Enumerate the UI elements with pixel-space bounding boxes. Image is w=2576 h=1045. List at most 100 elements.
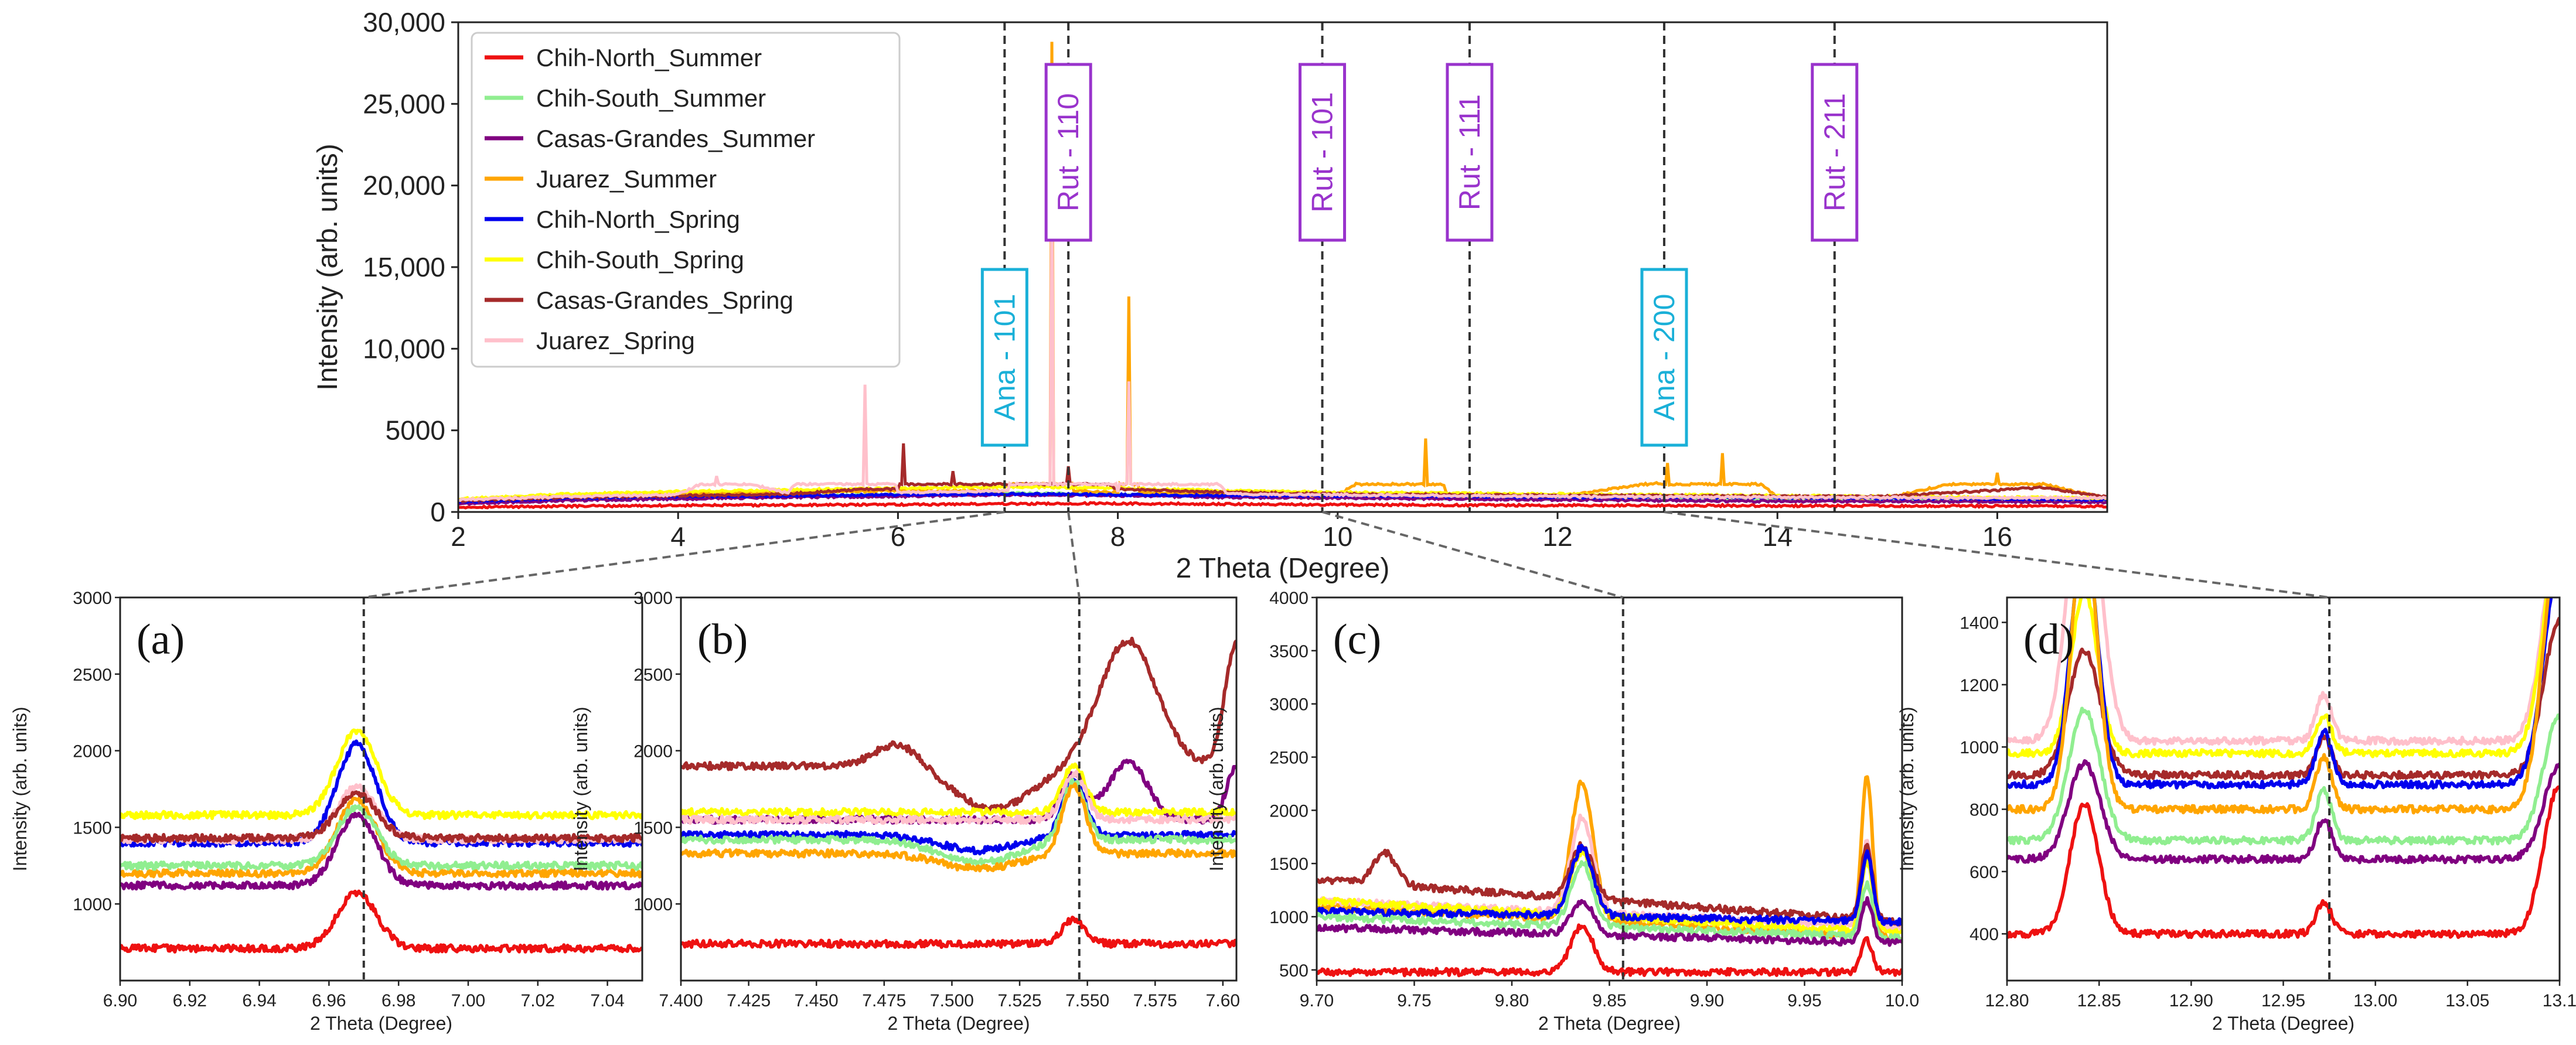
panel-d-series	[2007, 597, 2560, 940]
panel-b-series-Casas-Grandes_Spring	[681, 636, 1236, 814]
annotation-box	[1640, 268, 1688, 447]
panel-c-series	[1317, 775, 1902, 978]
annotation-box	[1299, 63, 1347, 242]
main-series-Juarez_Spring	[458, 152, 2108, 502]
legend-label: Chih-North_Summer	[536, 44, 762, 71]
panel-xtick-label: 6.92	[173, 991, 207, 1010]
panel-xtick-label: 6.90	[103, 991, 137, 1010]
panel-xtick-label: 7.525	[998, 991, 1042, 1010]
panel-b-ylabel: Intensity (arb. units)	[570, 707, 591, 872]
legend-label: Juarez_Summer	[536, 165, 717, 193]
panel-ytick-label: 3000	[633, 589, 673, 608]
panel-c-series-Casas-Grandes_Summer	[1317, 896, 1902, 947]
panel-ytick-label: 1500	[73, 818, 112, 838]
panel-a-series	[120, 728, 642, 954]
panel-xtick-label: 9.80	[1495, 991, 1529, 1010]
legend-label: Chih-North_Spring	[536, 206, 740, 233]
panel-ytick-label: 1500	[1269, 855, 1309, 874]
panel-ytick-label: 2500	[1269, 749, 1309, 768]
panel-b-series-Juarez_Spring	[681, 770, 1236, 825]
panel-xtick-label: 12.80	[1985, 991, 2029, 1010]
main-xtick-label: 2	[451, 521, 466, 552]
panel-d-series-Chih-South_Summer	[2007, 706, 2560, 846]
panel-d-series-Juarez_Summer	[2007, 597, 2550, 815]
annotation-box	[980, 268, 1028, 447]
main-xtick-label: 4	[670, 521, 686, 552]
annotation-box	[1446, 63, 1494, 242]
annotation-label: Rut - 101	[1306, 92, 1339, 213]
main-ytick-label: 25,000	[363, 88, 445, 119]
panel-xtick-label: 12.85	[2077, 991, 2121, 1010]
panel-b-series-Chih-North_Spring	[681, 778, 1236, 856]
panel-d-ylabel: Intensity (arb. units)	[1896, 707, 1917, 872]
panel-d-xlabel: 2 Theta (Degree)	[2212, 1013, 2354, 1034]
panel-ytick-label: 2000	[633, 742, 673, 761]
annotation-label: Rut - 111	[1453, 94, 1486, 210]
panel-xtick-label: 9.95	[1787, 991, 1821, 1010]
panel-ytick-label: 1000	[1269, 908, 1309, 927]
panel-d-series-Juarez_Spring	[2007, 597, 2548, 746]
panel-xtick-label: 12.95	[2261, 991, 2305, 1010]
main-ytick-label: 5000	[386, 415, 445, 446]
panel-c-xlabel: 2 Theta (Degree)	[1538, 1013, 1681, 1034]
main-xtick-label: 10	[1323, 521, 1352, 552]
panel-xtick-label: 13.1	[2543, 991, 2576, 1010]
panel-a-series-Casas-Grandes_Summer	[120, 811, 642, 891]
panel-d-series-Casas-Grandes_Summer	[2007, 759, 2560, 865]
panel-d-series-Casas-Grandes_Spring	[2007, 616, 2560, 780]
panel-xtick-label: 13.05	[2445, 991, 2489, 1010]
panel-xtick-label: 7.500	[930, 991, 974, 1010]
panel-ytick-label: 1000	[633, 895, 673, 914]
panel-ytick-label: 800	[1970, 801, 1999, 820]
panel-xtick-label: 7.575	[1133, 991, 1177, 1010]
panel-ytick-label: 3000	[73, 589, 112, 608]
panel-ytick-label: 1000	[73, 895, 112, 914]
panel-ytick-label: 3500	[1269, 642, 1309, 661]
legend-label: Casas-Grandes_Spring	[536, 286, 793, 314]
panel-ytick-label: 600	[1970, 863, 1999, 882]
panel-xtick-label: 6.98	[381, 991, 415, 1010]
panel-xtick-label: 7.02	[521, 991, 555, 1010]
panel-ytick-label: 1200	[1960, 676, 1999, 695]
panel-ytick-label: 400	[1970, 925, 1999, 944]
panel-a-series-Chih-South_Summer	[120, 804, 642, 871]
main-ytick-label: 0	[430, 497, 445, 527]
annotation-label: Rut - 110	[1052, 93, 1085, 211]
panel-ytick-label: 4000	[1269, 589, 1309, 608]
panel-b-letter: (b)	[697, 616, 748, 664]
panel-c-ylabel: Intensity (arb. units)	[1206, 707, 1227, 872]
panel-ytick-label: 2500	[633, 665, 673, 685]
annotation-box	[1044, 63, 1092, 242]
panel-a-series-Chih-South_Spring	[120, 728, 642, 821]
panel-b-series	[681, 636, 1236, 950]
legend	[471, 32, 901, 368]
panel-b-series-Chih-North_Summer	[681, 916, 1236, 950]
panel-b-xlabel: 2 Theta (Degree)	[887, 1013, 1030, 1034]
legend-label: Chih-South_Spring	[536, 246, 744, 274]
panel-a-series-Juarez_Summer	[120, 797, 642, 879]
panel-a-ylabel: Intensity (arb. units)	[9, 707, 30, 872]
panel-ytick-label: 2500	[73, 665, 112, 685]
panel-b-series-Chih-South_Summer	[681, 778, 1236, 868]
panel-xtick-label: 7.475	[862, 991, 906, 1010]
legend-label: Juarez_Spring	[536, 327, 695, 354]
panel-a-xlabel: 2 Theta (Degree)	[310, 1013, 452, 1034]
panel-xtick-label: 7.00	[451, 991, 485, 1010]
panel-c-series-Chih-North_Summer	[1317, 923, 1902, 978]
annotation-box	[1811, 63, 1859, 242]
panel-c-series-Chih-South_Summer	[1317, 860, 1902, 943]
panel-xtick-label: 7.60	[1206, 991, 1240, 1010]
panel-b-series-Chih-South_Spring	[681, 762, 1236, 818]
panel-b-frame	[680, 596, 1238, 982]
panel-ytick-label: 1500	[633, 818, 673, 838]
panel-xtick-label: 7.425	[727, 991, 771, 1010]
annotation-label: Ana - 200	[1648, 294, 1681, 421]
panel-xtick-label: 7.400	[659, 991, 703, 1010]
panel-ytick-label: 3000	[1269, 695, 1309, 715]
panel-xtick-label: 10.0	[1885, 991, 1919, 1010]
legend-label: Chih-South_Summer	[536, 84, 766, 112]
panel-xtick-label: 7.450	[795, 991, 839, 1010]
panel-d-letter: (d)	[2023, 616, 2074, 664]
main-xtick-label: 12	[1542, 521, 1572, 552]
zoom-panels: 6.90 6.92 6.94 6.96 6.98 7.00 7.02 7.04 1000 1500…	[9, 589, 2576, 1034]
